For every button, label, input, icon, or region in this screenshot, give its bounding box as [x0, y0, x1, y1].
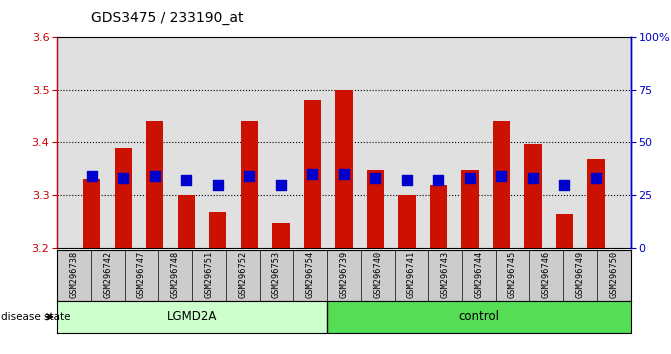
Bar — [115, 148, 132, 248]
Bar — [461, 170, 478, 248]
Point — [276, 182, 287, 188]
Bar — [327, 301, 631, 333]
Text: GSM296746: GSM296746 — [542, 251, 551, 298]
Point — [118, 176, 129, 181]
Bar — [178, 195, 195, 248]
Text: GSM296743: GSM296743 — [441, 251, 450, 298]
Text: GSM296754: GSM296754 — [305, 251, 315, 298]
Point — [370, 176, 380, 181]
Text: GSM296750: GSM296750 — [609, 251, 619, 298]
Point — [244, 173, 255, 179]
Text: GSM296748: GSM296748 — [170, 251, 180, 298]
Text: GSM296747: GSM296747 — [137, 251, 146, 298]
Point — [213, 182, 223, 188]
Point — [339, 171, 350, 177]
Text: GDS3475 / 233190_at: GDS3475 / 233190_at — [91, 11, 243, 25]
Text: GSM296740: GSM296740 — [373, 251, 382, 298]
Bar — [587, 159, 605, 248]
Point — [401, 178, 412, 183]
Bar — [241, 121, 258, 248]
Bar — [209, 212, 227, 248]
Point — [433, 178, 444, 183]
Bar — [57, 301, 327, 333]
Text: GSM296751: GSM296751 — [205, 251, 213, 298]
Text: GSM296739: GSM296739 — [340, 251, 348, 298]
Point — [559, 182, 570, 188]
Text: GSM296741: GSM296741 — [407, 251, 416, 298]
Point — [527, 176, 538, 181]
Bar — [336, 90, 352, 248]
Point — [87, 173, 97, 179]
Bar — [272, 223, 289, 248]
Text: GSM296742: GSM296742 — [103, 251, 112, 298]
Bar — [304, 101, 321, 248]
Point — [181, 178, 192, 183]
Bar — [556, 213, 573, 248]
Bar — [429, 185, 447, 248]
Point — [590, 176, 601, 181]
Text: GSM296745: GSM296745 — [508, 251, 517, 298]
Text: GSM296749: GSM296749 — [576, 251, 584, 298]
Point — [464, 176, 475, 181]
Text: control: control — [458, 310, 499, 323]
Text: GSM296753: GSM296753 — [272, 251, 281, 298]
Text: LGMD2A: LGMD2A — [167, 310, 217, 323]
Point — [150, 173, 160, 179]
Text: GSM296744: GSM296744 — [474, 251, 483, 298]
Text: GSM296738: GSM296738 — [69, 251, 79, 298]
Bar — [83, 179, 101, 248]
Text: GSM296752: GSM296752 — [238, 251, 247, 298]
Bar — [146, 121, 164, 248]
Bar — [524, 143, 541, 248]
Bar — [399, 195, 415, 248]
Text: disease state: disease state — [1, 312, 71, 322]
Bar — [367, 170, 384, 248]
Point — [307, 171, 318, 177]
Point — [496, 173, 507, 179]
Bar — [493, 121, 510, 248]
